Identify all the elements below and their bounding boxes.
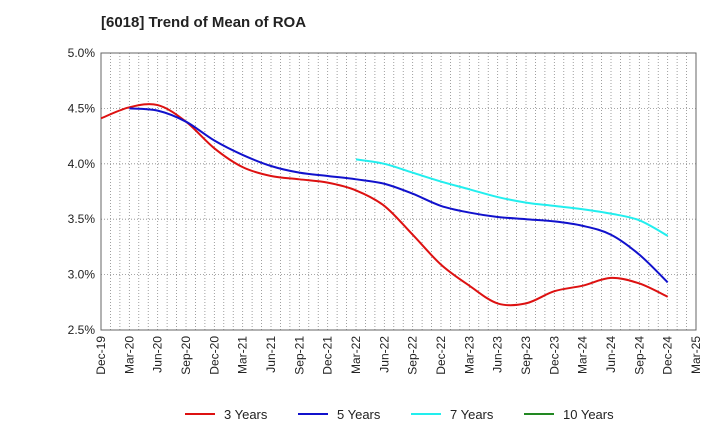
- y-axis: 2.5% 3.0% 3.5% 4.0% 4.5% 5.0%: [68, 46, 96, 337]
- y-tick-label: 4.0%: [68, 157, 96, 171]
- x-tick-label: Dec-22: [434, 336, 448, 375]
- x-tick-label: Dec-21: [321, 336, 335, 375]
- x-axis: Dec-19 Mar-20 Jun-20 Sep-20 Dec-20 Mar-21 Jun-…: [94, 336, 703, 375]
- x-tick-label: Jun-22: [377, 336, 391, 373]
- legend-label: 5 Years: [337, 407, 381, 422]
- x-tick-label: Sep-24: [632, 336, 646, 375]
- x-tick-label: Jun-24: [604, 336, 618, 373]
- y-tick-label: 3.5%: [68, 212, 96, 226]
- series-layer: [100, 103, 669, 307]
- x-tick-label: Mar-22: [349, 336, 363, 374]
- x-tick-label: Jun-20: [151, 336, 165, 373]
- y-tick-label: 3.0%: [68, 268, 96, 282]
- x-tick-label: Dec-24: [661, 336, 675, 375]
- x-tick-label: Jun-21: [264, 336, 278, 373]
- x-tick-label: Mar-23: [462, 336, 476, 374]
- x-tick-label: Mar-21: [236, 336, 250, 374]
- x-tick-label: Dec-20: [207, 336, 221, 375]
- x-tick-label: Sep-22: [406, 336, 420, 375]
- x-tick-label: Mar-25: [689, 336, 703, 374]
- legend-label: 7 Years: [450, 407, 494, 422]
- legend-label: 10 Years: [563, 407, 614, 422]
- plot-frame: [100, 52, 697, 331]
- legend-label: 3 Years: [224, 407, 268, 422]
- x-tick-label: Mar-20: [122, 336, 136, 374]
- legend: 3 Years 5 Years 7 Years 10 Years: [185, 407, 614, 422]
- series-line-3-years: [100, 103, 669, 307]
- x-tick-label: Sep-23: [519, 336, 533, 375]
- x-tick-label: Sep-20: [179, 336, 193, 375]
- x-tick-label: Dec-19: [94, 336, 108, 375]
- grid-layer: [101, 52, 696, 331]
- series-line-5-years: [129, 107, 669, 284]
- x-tick-label: Mar-24: [576, 336, 590, 374]
- x-tick-label: Dec-23: [547, 336, 561, 375]
- x-tick-label: Jun-23: [491, 336, 505, 373]
- y-tick-label: 2.5%: [68, 323, 96, 337]
- y-tick-label: 4.5%: [68, 101, 96, 115]
- x-tick-label: Sep-21: [292, 336, 306, 375]
- series-line-7-years: [355, 158, 669, 237]
- chart-title: [6018] Trend of Mean of ROA: [101, 14, 307, 31]
- y-tick-label: 5.0%: [68, 46, 96, 60]
